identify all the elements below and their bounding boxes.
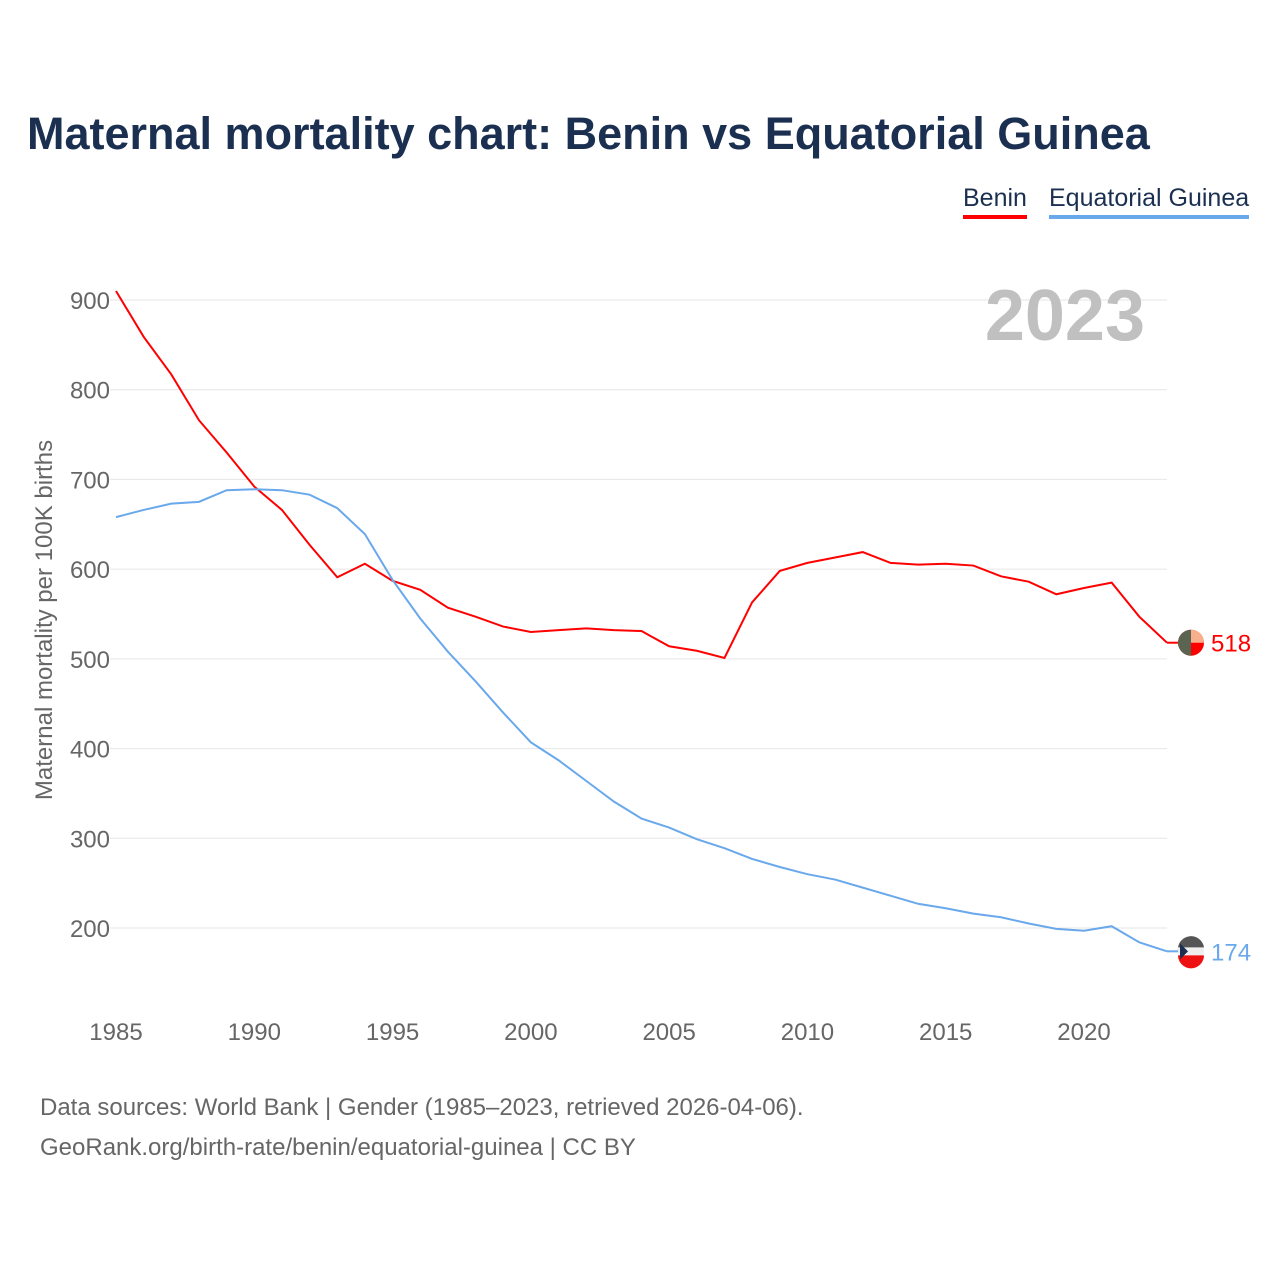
x-tick-label: 2005 bbox=[642, 1019, 695, 1046]
year-label: 2023 bbox=[985, 276, 1145, 356]
y-tick-label: 700 bbox=[70, 467, 110, 494]
source-link[interactable]: GeoRank.org/birth-rate/benin/equatorial-… bbox=[40, 1134, 636, 1161]
x-tick-label: 1995 bbox=[366, 1019, 419, 1046]
y-tick-label: 400 bbox=[70, 737, 110, 764]
y-axis-label: Maternal mortality per 100K births bbox=[31, 440, 58, 800]
series-line-benin bbox=[115, 290, 1168, 660]
x-tick-label: 2020 bbox=[1057, 1019, 1110, 1046]
x-tick-label: 1985 bbox=[89, 1019, 142, 1046]
y-tick-label: 600 bbox=[70, 557, 110, 584]
y-tick-label: 200 bbox=[70, 916, 110, 943]
end-value-label: 174 bbox=[1211, 939, 1251, 966]
chart-title: Maternal mortality chart: Benin vs Equat… bbox=[27, 108, 1150, 159]
flag-part bbox=[1180, 943, 1188, 960]
x-tick-label: 2000 bbox=[504, 1019, 557, 1046]
flag-part bbox=[1177, 936, 1204, 952]
footer: Data sources: World Bank | Gender (1985–… bbox=[40, 1088, 804, 1168]
x-tick-label: 2010 bbox=[781, 1019, 834, 1046]
end-value-label: 518 bbox=[1211, 631, 1251, 658]
flag-part bbox=[1191, 629, 1204, 643]
x-tick-label: 1990 bbox=[228, 1019, 281, 1046]
flag-part bbox=[1178, 629, 1191, 656]
y-tick-label: 800 bbox=[70, 378, 110, 405]
source-text: Data sources: World Bank | Gender (1985–… bbox=[40, 1094, 804, 1121]
legend-equatorial-guinea[interactable]: Equatorial Guinea bbox=[1049, 184, 1250, 219]
y-tick-label: 300 bbox=[70, 826, 110, 853]
y-tick-label: 900 bbox=[70, 288, 110, 315]
x-tick-label: 2015 bbox=[919, 1019, 972, 1046]
legend-benin[interactable]: Benin bbox=[963, 184, 1027, 219]
y-tick-label: 500 bbox=[70, 647, 110, 674]
series-line-equatorial-guinea bbox=[115, 488, 1168, 953]
flag-part bbox=[1178, 955, 1204, 969]
